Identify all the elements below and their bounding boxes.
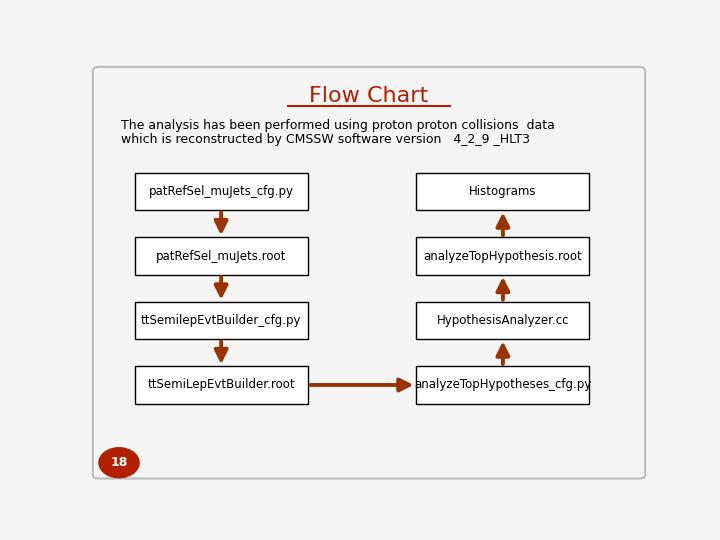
FancyBboxPatch shape [416,366,590,404]
FancyBboxPatch shape [135,366,307,404]
Text: HypothesisAnalyzer.cc: HypothesisAnalyzer.cc [436,314,570,327]
Text: which is reconstructed by CMSSW software version   4_2_9 _HLT3: which is reconstructed by CMSSW software… [121,133,530,146]
Circle shape [99,448,139,478]
Text: analyzeTopHypothesis.root: analyzeTopHypothesis.root [423,249,582,262]
FancyBboxPatch shape [416,173,590,211]
FancyBboxPatch shape [135,302,307,339]
Text: 18: 18 [110,456,127,469]
Text: Histograms: Histograms [469,185,536,198]
Text: ttSemilepEvtBuilder_cfg.py: ttSemilepEvtBuilder_cfg.py [141,314,302,327]
FancyBboxPatch shape [135,173,307,211]
Text: patRefSel_muJets_cfg.py: patRefSel_muJets_cfg.py [148,185,294,198]
Text: patRefSel_muJets.root: patRefSel_muJets.root [156,249,287,262]
FancyBboxPatch shape [416,302,590,339]
Text: analyzeTopHypotheses_cfg.py: analyzeTopHypotheses_cfg.py [414,379,592,392]
FancyBboxPatch shape [416,238,590,275]
FancyBboxPatch shape [93,67,645,478]
Text: ttSemiLepEvtBuilder.root: ttSemiLepEvtBuilder.root [148,379,295,392]
FancyBboxPatch shape [135,238,307,275]
Text: The analysis has been performed using proton proton collisions  data: The analysis has been performed using pr… [121,119,554,132]
Text: Flow Chart: Flow Chart [310,86,428,106]
